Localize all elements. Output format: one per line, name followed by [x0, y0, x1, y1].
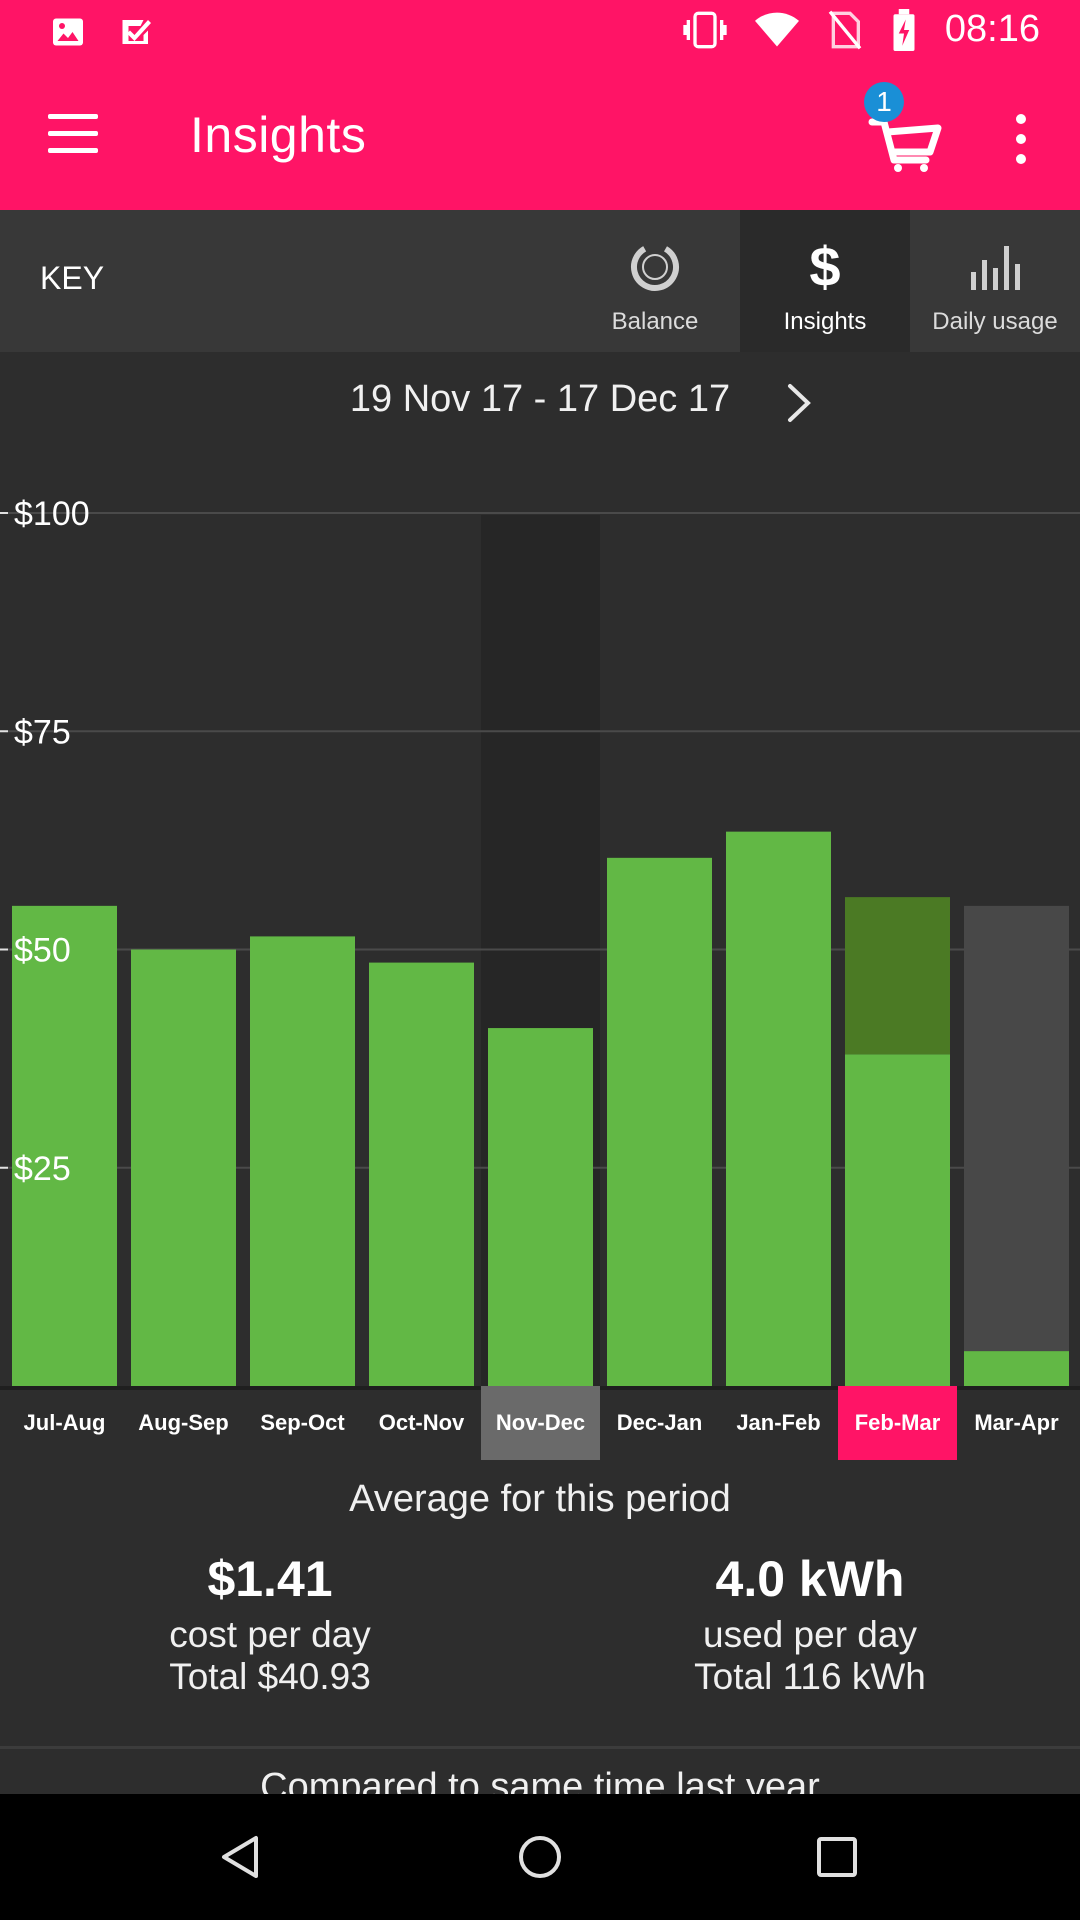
chart-bar	[131, 949, 236, 1386]
system-nav-bar	[0, 1794, 1080, 1920]
x-axis-label[interactable]: Oct-Nov	[378, 1410, 465, 1435]
y-tick-label: $75	[14, 713, 71, 751]
chart-bar	[12, 905, 117, 1386]
battery-charging-icon	[893, 8, 915, 51]
chart-bar	[845, 897, 950, 1055]
clock: 08:16	[944, 8, 1040, 50]
y-tick-label: $100	[14, 495, 90, 533]
usage-summary: 4.0 kWh used per day Total 116 kWh	[540, 1550, 1080, 1698]
balance-ring-icon	[631, 243, 679, 291]
x-axis-label[interactable]: Feb-Mar	[838, 1386, 957, 1460]
chart-bar	[607, 857, 712, 1386]
x-axis-label[interactable]: Jan-Feb	[736, 1410, 821, 1435]
bar-chart: $100 $75 $50 $25	[0, 495, 1080, 1390]
cost-per-day-value: $1.41	[207, 1551, 333, 1607]
checkbox-check-icon	[122, 20, 151, 44]
tab-label: Insights	[783, 308, 867, 335]
tab-label: Daily usage	[932, 308, 1058, 335]
cart-badge: 1	[864, 82, 904, 122]
usage-per-day-value: 4.0 kWh	[715, 1551, 905, 1607]
back-icon[interactable]	[216, 1832, 266, 1882]
cart-icon	[868, 118, 942, 172]
app-bar: Insights 1	[0, 62, 1080, 210]
chevron-right-icon[interactable]	[782, 382, 816, 424]
tab-insights[interactable]: $ Insights	[740, 210, 910, 352]
view-tabs: KEY Balance $ Insights Daily usage	[0, 210, 1080, 352]
recents-icon[interactable]	[812, 1832, 862, 1882]
no-sim-icon	[828, 10, 862, 49]
average-title: Average for this period	[349, 1478, 731, 1520]
usage-per-day-label: used per day	[703, 1614, 917, 1655]
cost-total: Total $40.93	[169, 1656, 371, 1697]
x-axis-label[interactable]: Aug-Sep	[138, 1410, 229, 1435]
average-summary: Average for this period $1.41 cost per d…	[0, 1460, 1080, 1746]
x-axis-label[interactable]: Jul-Aug	[23, 1410, 106, 1435]
chart-bar	[964, 905, 1069, 1352]
x-axis-label[interactable]: Sep-Oct	[260, 1410, 345, 1435]
image-icon	[53, 18, 83, 46]
home-icon[interactable]	[515, 1832, 565, 1882]
usage-total: Total 116 kWh	[694, 1656, 926, 1697]
status-bar: 08:16	[0, 0, 1080, 62]
x-axis-label[interactable]: Mar-Apr	[974, 1410, 1059, 1435]
page-title: Insights	[190, 107, 367, 163]
y-tick-label: $50	[14, 932, 71, 970]
key-button[interactable]: KEY	[40, 260, 105, 296]
date-navigation: 19 Nov 17 - 17 Dec 17	[0, 352, 1080, 452]
chart-bar	[250, 936, 355, 1386]
cart-button[interactable]: 1	[862, 82, 942, 172]
chart-bar	[964, 1351, 1069, 1386]
date-range: 19 Nov 17 - 17 Dec 17	[349, 378, 731, 420]
divider	[0, 1746, 1080, 1749]
hamburger-menu-icon[interactable]	[48, 114, 98, 154]
y-tick-label: $25	[14, 1150, 71, 1188]
compare-heading: Compared to same time last year	[260, 1766, 820, 1794]
more-options-icon[interactable]	[1014, 114, 1028, 164]
chart-bar	[845, 1054, 950, 1386]
x-axis-label[interactable]: Nov-Dec	[481, 1386, 600, 1460]
tab-balance[interactable]: Balance	[570, 210, 740, 352]
tab-daily-usage[interactable]: Daily usage	[910, 210, 1080, 352]
wifi-icon	[754, 12, 799, 47]
vibrate-icon	[683, 11, 727, 48]
cost-summary: $1.41 cost per day Total $40.93	[0, 1550, 540, 1698]
x-axis-label[interactable]: Dec-Jan	[616, 1410, 703, 1435]
chart-bar	[726, 831, 831, 1386]
dollar-icon: $	[809, 235, 841, 298]
cost-per-day-label: cost per day	[169, 1614, 371, 1655]
insights-chart: $100 $75 $50 $25	[0, 452, 1080, 1460]
chart-bar	[488, 1028, 593, 1386]
tab-label: Balance	[611, 308, 699, 335]
bar-chart-icon	[971, 246, 1020, 290]
chart-bar	[369, 962, 474, 1386]
chart-x-axis: Jul-Aug Aug-Sep Sep-Oct Oct-Nov Nov-Dec Dec-J…	[0, 1386, 1080, 1460]
